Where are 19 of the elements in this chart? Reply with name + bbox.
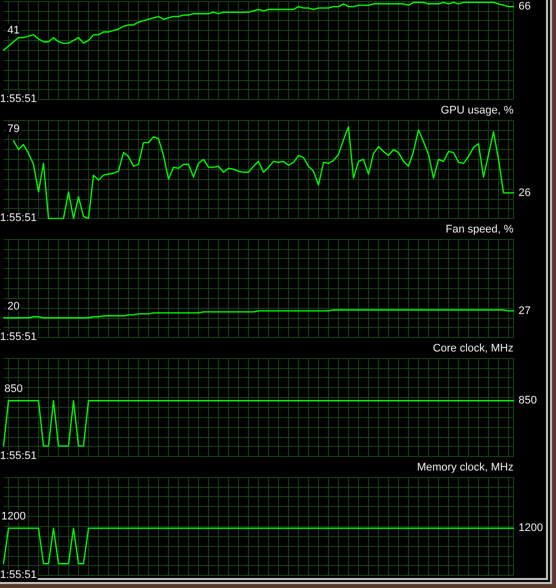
annotation: 1:55:51: [0, 331, 37, 344]
data-label: 66: [518, 0, 531, 13]
annotation: 1:55:51: [0, 93, 37, 105]
chart-title: GPU usage, %: [440, 104, 514, 117]
data-label: 850: [518, 394, 537, 407]
annotation: 1:55:51: [0, 450, 37, 462]
data-label: 1200: [1, 510, 26, 523]
data-label: 850: [4, 383, 23, 396]
annotation: 1:55:51: [0, 569, 37, 582]
annotation: 1:55:51: [0, 212, 37, 224]
data-label: 26: [518, 186, 531, 199]
data-label: 1200: [518, 522, 543, 534]
data-label: 27: [518, 305, 531, 317]
data-label: 20: [7, 300, 20, 312]
chart-title: Core clock, MHz: [432, 342, 514, 355]
data-label: 41: [7, 24, 20, 36]
chart-title: Memory clock, MHz: [416, 462, 514, 474]
data-label: 79: [7, 123, 20, 136]
chart-title: Fan speed, %: [446, 224, 514, 236]
